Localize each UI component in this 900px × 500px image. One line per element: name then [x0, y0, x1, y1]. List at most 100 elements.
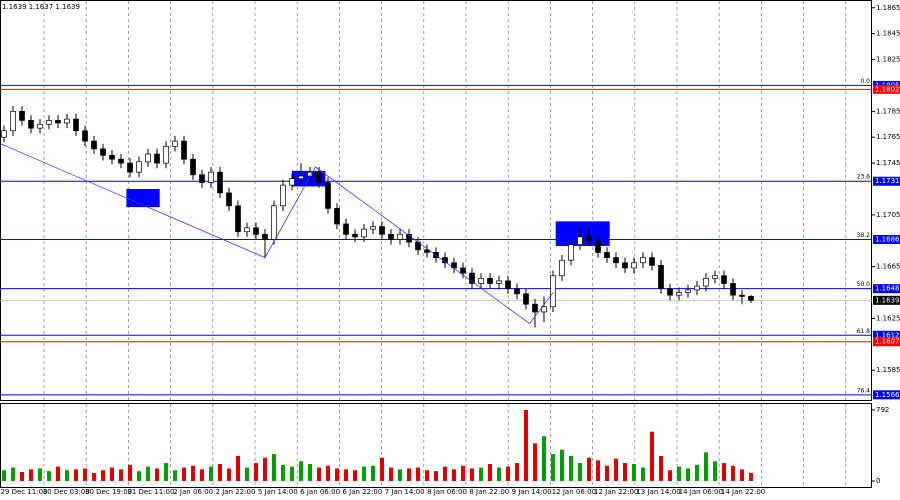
level-price-box	[873, 84, 900, 94]
candle-body	[496, 280, 502, 284]
volume-bar	[650, 431, 654, 481]
volume-bar	[101, 470, 105, 481]
level-name: 61.8	[857, 328, 871, 335]
volume-bar	[65, 470, 69, 481]
x-tick-label: 14 Jan 06:00	[679, 488, 723, 496]
x-tick-label: 12 Jan 22:00	[594, 488, 638, 496]
volume-bar	[74, 469, 78, 481]
candle-body	[595, 240, 601, 253]
candle-body	[271, 205, 277, 240]
candle-body	[568, 244, 574, 261]
volume-bar	[353, 470, 357, 481]
candle-body	[721, 275, 727, 284]
volume-bar	[137, 471, 141, 481]
header: 1.1639 1.1637 1.1639	[2, 3, 80, 11]
candle-body	[514, 288, 520, 295]
volume-bar	[398, 469, 402, 481]
candle-body	[235, 205, 241, 233]
volume-bar	[308, 463, 312, 481]
level-price-label: 1.1731	[875, 177, 900, 185]
candle-body	[136, 161, 142, 173]
x-tick-label: 8 Jan 22:00	[469, 488, 509, 496]
level-price-box	[873, 284, 900, 294]
candle-body	[343, 223, 349, 235]
volume-bar	[362, 466, 366, 481]
candle-body	[406, 233, 412, 243]
x-tick-label: 31 Dec 11:00	[127, 488, 174, 496]
x-tick-label: 8 Jan 06:00	[427, 488, 467, 496]
volume-bar	[371, 465, 375, 481]
volume-bar	[677, 466, 681, 481]
candle-body	[730, 283, 736, 296]
volume-bar	[92, 472, 96, 481]
volume-bar	[488, 463, 492, 481]
level-name: 23.6	[857, 174, 871, 181]
candle-body	[316, 171, 322, 183]
candle-body	[28, 120, 34, 129]
volume-bar	[299, 461, 303, 481]
candle-body	[712, 275, 718, 279]
x-tick-label: 12 Jan 06:00	[552, 488, 596, 496]
level-price-box	[873, 234, 900, 244]
volume-tick-label: 792	[876, 406, 889, 414]
candle-body	[613, 257, 619, 264]
candle-body	[10, 110, 16, 132]
volume-bar	[524, 410, 528, 481]
volume-bar	[551, 454, 555, 481]
volume-bar	[605, 465, 609, 481]
volume-bar	[479, 467, 483, 481]
volume-bar	[416, 467, 420, 481]
level-price-label: 1.1802	[875, 85, 900, 93]
volume-bar	[407, 468, 411, 481]
volume-bar	[245, 467, 249, 481]
x-tick-label: 2 Jan 22:00	[216, 488, 256, 496]
level-price-box	[873, 330, 900, 340]
candle-body	[370, 226, 376, 230]
volume-bar	[695, 464, 699, 481]
volume-bar	[443, 466, 447, 481]
candle-body	[397, 233, 403, 240]
volume-bar	[263, 457, 267, 481]
candle-body	[559, 259, 565, 277]
candle-body	[586, 236, 592, 242]
volume-bar	[344, 469, 348, 481]
candle-body	[181, 140, 187, 160]
candle-body	[19, 110, 25, 121]
y-tick-label: 1.1825	[876, 56, 900, 64]
level-price-label: 1.1648	[875, 285, 900, 293]
candle-body	[703, 277, 709, 287]
volume-bar	[335, 468, 339, 481]
volume-bar	[47, 471, 51, 481]
volume-bar	[632, 463, 636, 481]
x-tick-label: 7 Jan 14:00	[385, 488, 425, 496]
candle-body	[739, 294, 745, 297]
candle-body	[388, 233, 394, 240]
candle-body	[604, 252, 610, 258]
volume-bar	[209, 466, 213, 481]
candle-body	[577, 236, 583, 246]
volume-bar	[110, 467, 114, 481]
volume-bar	[2, 470, 6, 481]
last-price-label: 1.1639	[875, 296, 900, 304]
candle-body	[694, 285, 700, 291]
candle-body	[1, 130, 7, 138]
volume-bar	[128, 464, 132, 481]
candle-body	[361, 228, 367, 238]
candle-body	[145, 153, 151, 163]
candle-body	[505, 280, 511, 290]
x-tick-label: 14 Jan 22:00	[721, 488, 765, 496]
candle-body	[541, 306, 547, 313]
candle-body	[208, 171, 214, 183]
volume-bar	[155, 468, 159, 481]
volume-bar	[191, 465, 195, 481]
vertical-grid	[43, 1, 847, 487]
x-tick-label: 5 Jan 14:00	[258, 488, 298, 496]
y-tick-label: 1.1665	[876, 263, 900, 271]
x-tick-label: 29 Dec 11:00	[0, 488, 47, 496]
candle-body	[379, 226, 385, 235]
volume-bar	[218, 463, 222, 481]
x-tick-label: 6 Jan 22:00	[342, 488, 382, 496]
y-tick-label: 1.1765	[876, 133, 900, 141]
volume-tick-label: 0	[876, 477, 880, 485]
volume-bar	[515, 463, 519, 481]
